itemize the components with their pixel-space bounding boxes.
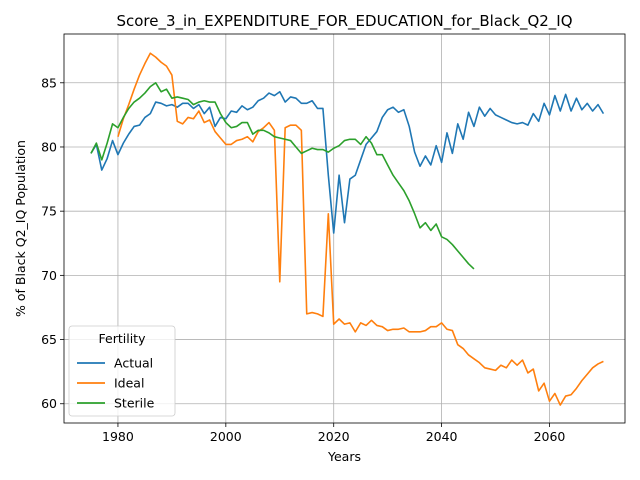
x-tick-label: 2060 bbox=[534, 429, 566, 444]
legend-label: Sterile bbox=[114, 396, 155, 411]
y-axis-label: % of Black Q2_IQ Population bbox=[13, 140, 28, 317]
x-tick-label: 2000 bbox=[210, 429, 242, 444]
plot-area-frame bbox=[63, 33, 626, 424]
axis-ticks: 1980 2000 2020 2040 2060 60 65 70 75 80 85 bbox=[41, 75, 565, 444]
y-tick-label: 75 bbox=[41, 204, 57, 219]
legend-box bbox=[68, 325, 176, 417]
series-line-sterile bbox=[90, 81, 475, 270]
y-tick-label: 65 bbox=[41, 332, 57, 347]
legend: Fertility Actual Ideal Sterile bbox=[68, 325, 176, 417]
y-tick-label: 85 bbox=[41, 75, 57, 90]
y-tick-label: 60 bbox=[41, 396, 57, 411]
x-tick-label: 2020 bbox=[318, 429, 350, 444]
x-axis-label: Years bbox=[327, 449, 361, 464]
x-tick-label: 1980 bbox=[102, 429, 134, 444]
legend-item-actual: Actual bbox=[77, 356, 153, 371]
legend-item-ideal: Ideal bbox=[77, 376, 144, 391]
series-line-ideal bbox=[117, 52, 604, 406]
chart-title: Score_3_in_EXPENDITURE_FOR_EDUCATION_for… bbox=[116, 12, 572, 31]
y-tick-label: 80 bbox=[41, 139, 57, 154]
series-line-actual bbox=[90, 90, 605, 234]
legend-item-sterile: Sterile bbox=[77, 396, 155, 411]
legend-title: Fertility bbox=[99, 331, 147, 346]
legend-label: Actual bbox=[114, 356, 153, 371]
x-tick-label: 2040 bbox=[426, 429, 458, 444]
legend-items: Actual Ideal Sterile bbox=[77, 356, 155, 411]
series-lines bbox=[90, 52, 605, 406]
y-tick-label: 70 bbox=[41, 268, 57, 283]
legend-label: Ideal bbox=[114, 376, 144, 391]
